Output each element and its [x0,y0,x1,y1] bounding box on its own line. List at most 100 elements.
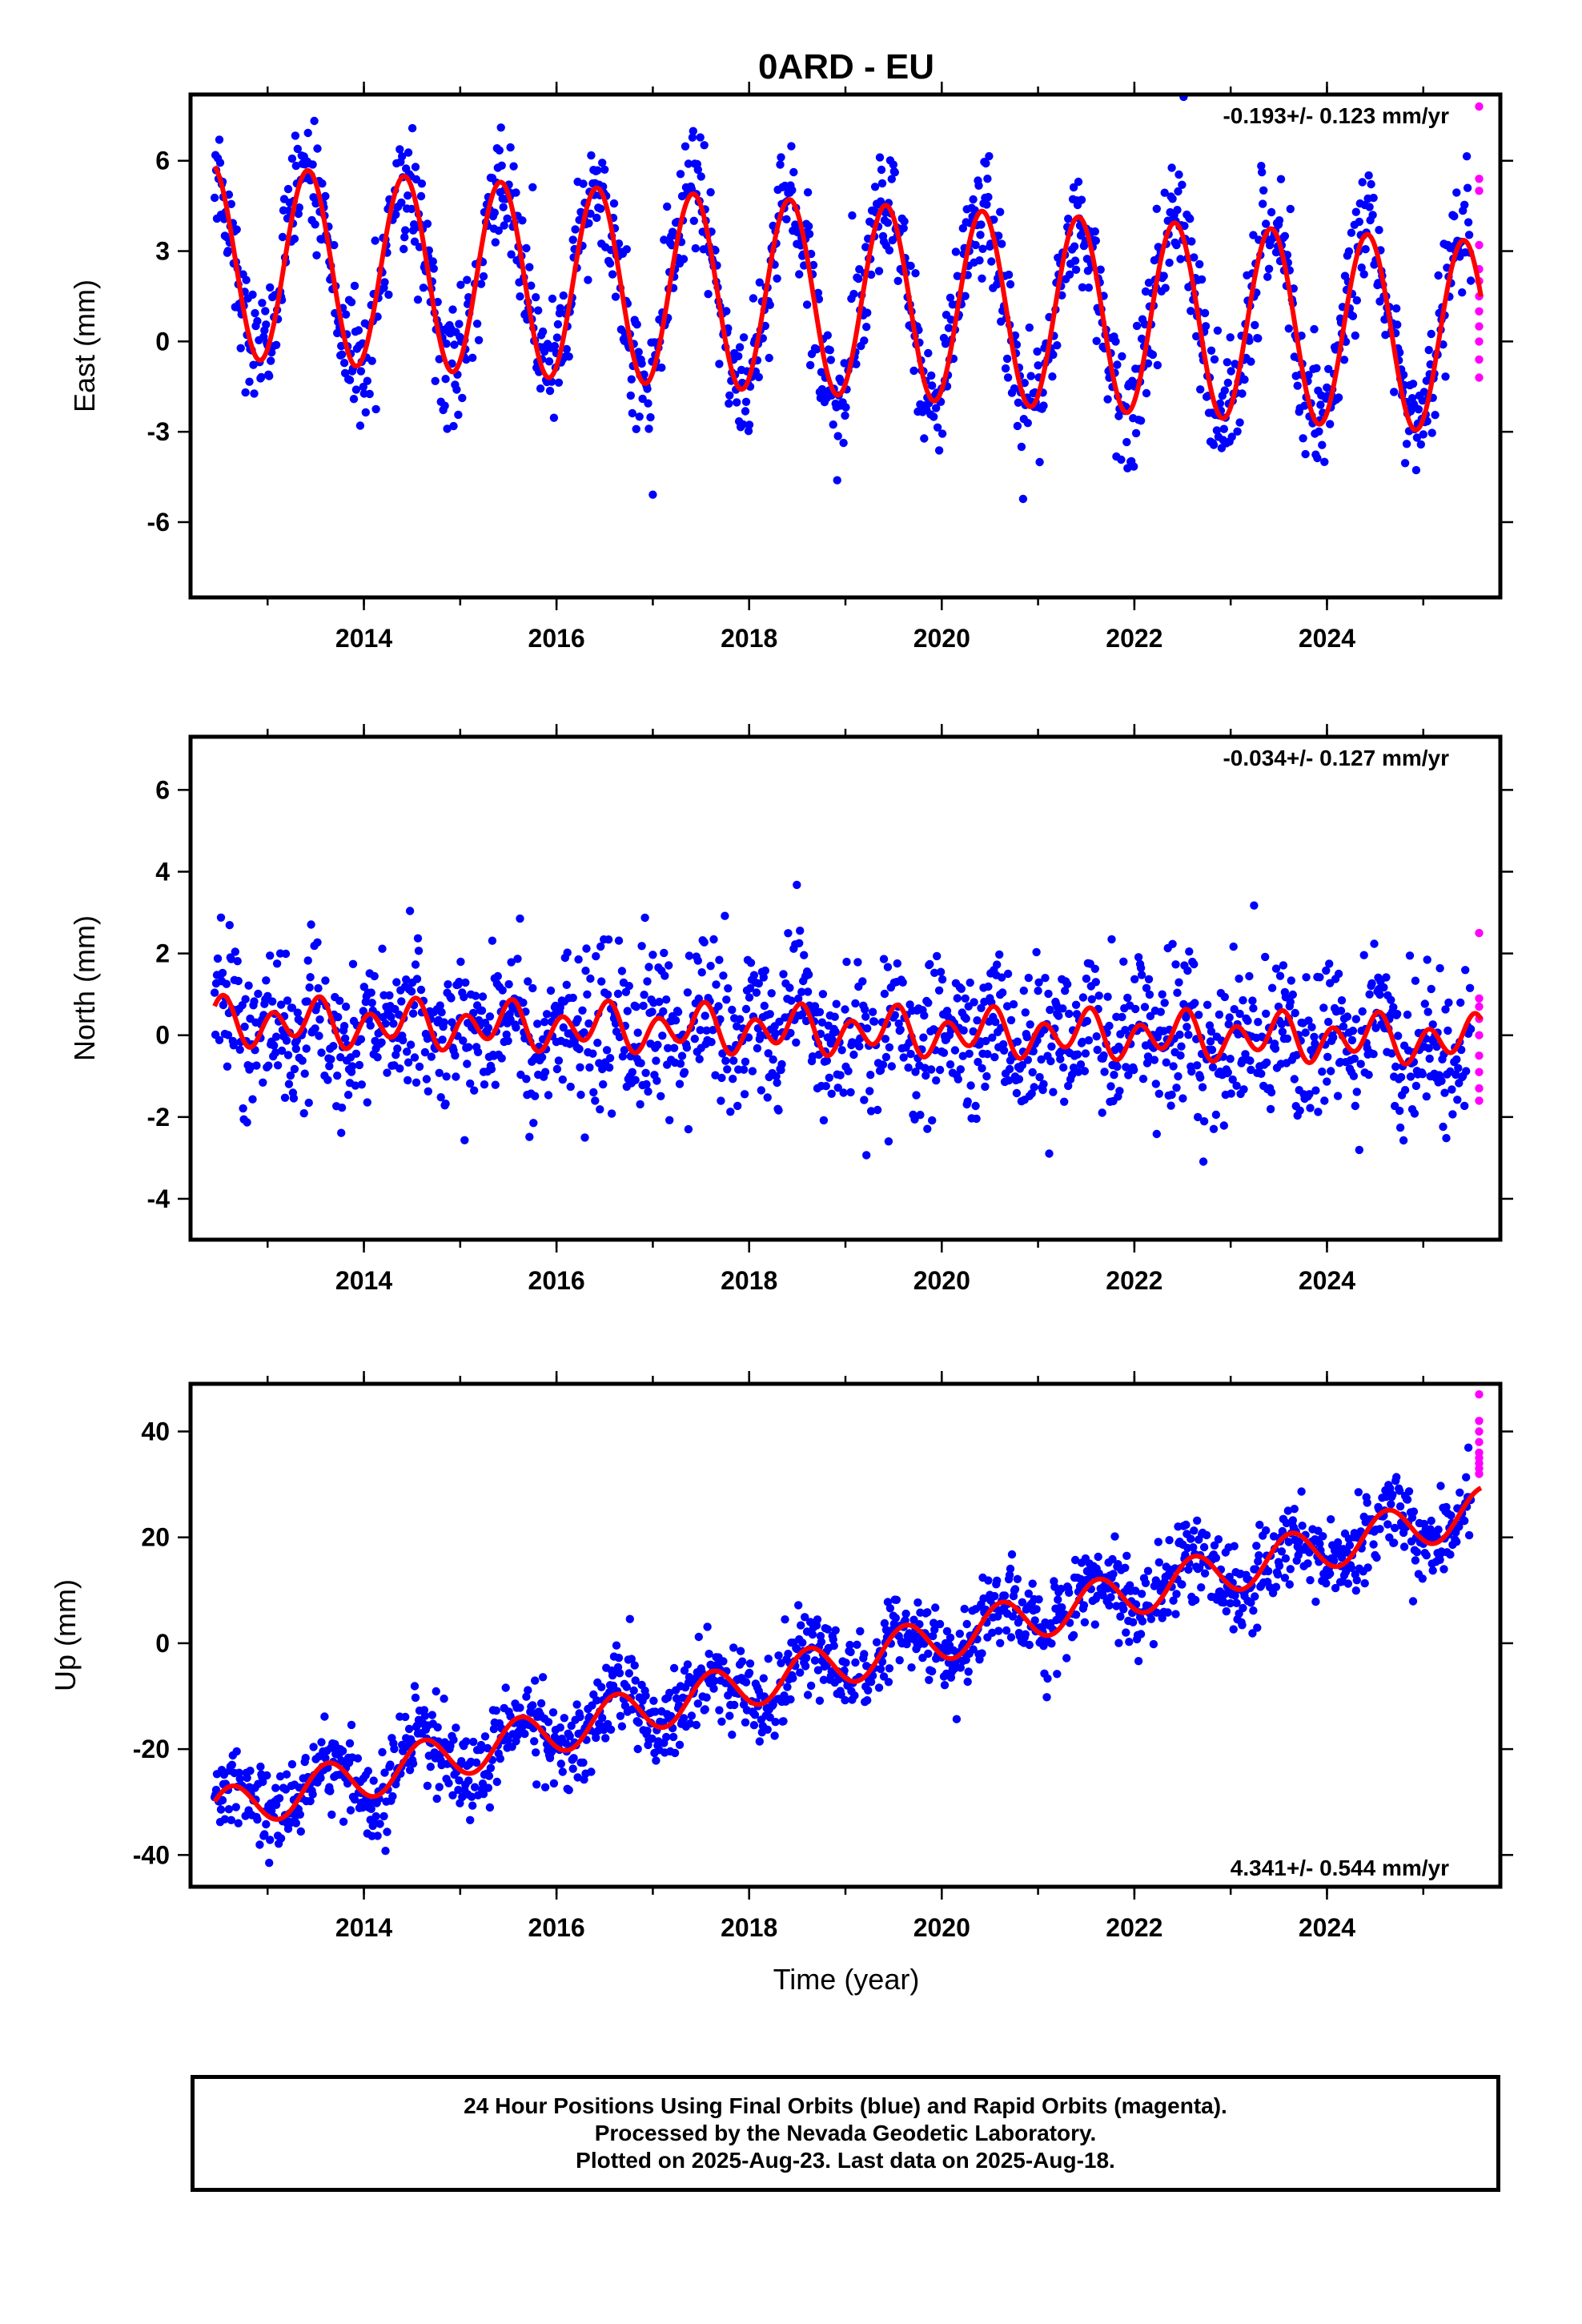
north-y-tick-label: -2 [147,1103,170,1132]
final-point [527,281,536,290]
final-point [246,1767,255,1775]
up-y-axis-label: Up (mm) [49,1579,82,1691]
final-point [657,363,666,372]
final-point [1145,990,1154,999]
final-point [990,1591,999,1601]
final-point [1136,416,1146,425]
final-point [1369,1050,1378,1059]
final-point [435,1783,444,1791]
final-point [932,404,941,412]
final-point [452,1072,460,1081]
final-point [270,1041,279,1050]
final-point [558,1767,567,1776]
final-point [1078,1037,1087,1047]
final-point [1178,1094,1187,1103]
final-point [773,1078,781,1088]
final-point [1034,978,1043,987]
final-point [642,1080,651,1089]
final-point [620,1046,629,1055]
final-point [1131,1004,1140,1014]
final-point [733,398,741,407]
final-point [675,1740,685,1749]
final-point [412,1078,421,1088]
final-point [367,1804,375,1813]
final-point [605,259,615,268]
final-point [971,1101,980,1111]
final-point [938,975,947,984]
final-point [345,376,355,384]
final-point [1146,1614,1156,1623]
final-point [1003,373,1013,382]
final-point [1288,990,1298,999]
final-point [448,1791,457,1799]
final-point [741,1678,751,1687]
final-point [307,920,315,929]
final-point [944,324,954,332]
final-point [724,984,733,993]
final-point [251,308,259,318]
final-point [631,1076,640,1084]
final-point [1463,183,1472,192]
final-point [347,1720,356,1730]
final-point [1336,1007,1346,1015]
final-point [1375,990,1384,999]
final-point [448,1018,456,1027]
north-frame [188,734,1503,1242]
east-model-curve [212,165,1484,432]
final-point [323,1076,332,1084]
final-point [1099,1051,1108,1060]
final-point [733,1022,741,1031]
final-point [484,1023,493,1032]
final-point [974,1057,982,1067]
final-point [1065,270,1074,279]
final-point [299,1109,308,1118]
final-point [925,1675,934,1684]
final-point [1032,1605,1041,1614]
final-point [1227,1089,1235,1098]
final-point [441,375,450,384]
rapid-point [1475,1002,1484,1011]
final-point [1465,983,1475,993]
final-point [548,294,557,304]
final-point [641,1691,650,1700]
final-point [735,343,745,352]
final-point [906,261,915,271]
final-point [1077,195,1086,204]
final-point [656,1092,665,1101]
final-point [950,1046,960,1055]
final-point [424,1087,432,1096]
north-x-tick-label: 2022 [1106,1266,1162,1295]
final-point [636,1100,644,1109]
north-y-axis-label: North (mm) [68,915,101,1061]
final-point [1222,1606,1231,1616]
final-point [764,1049,773,1058]
final-point [1197,275,1207,284]
final-point [683,1660,693,1669]
final-point [1348,312,1358,320]
final-point [622,245,631,254]
final-point [924,1649,933,1659]
final-point [542,1010,552,1019]
final-point [466,1815,475,1824]
final-point [750,1711,760,1719]
final-point [1347,1035,1357,1045]
final-point [632,424,640,433]
final-point [239,1104,247,1113]
final-point [648,1734,656,1743]
final-point [267,1806,276,1815]
final-point [1115,1087,1124,1096]
final-point [564,352,573,361]
final-point [356,367,366,376]
east-final-points [210,94,1476,504]
final-point [1230,1005,1239,1014]
final-point [963,1677,972,1687]
final-point [854,274,863,283]
final-point [1432,1042,1441,1051]
final-point [1232,1081,1241,1091]
final-point [622,1683,631,1691]
rapid-point [1475,1084,1484,1093]
final-point [769,1055,777,1064]
final-point [890,168,900,177]
final-point [1054,1595,1062,1604]
final-point [1019,986,1029,995]
